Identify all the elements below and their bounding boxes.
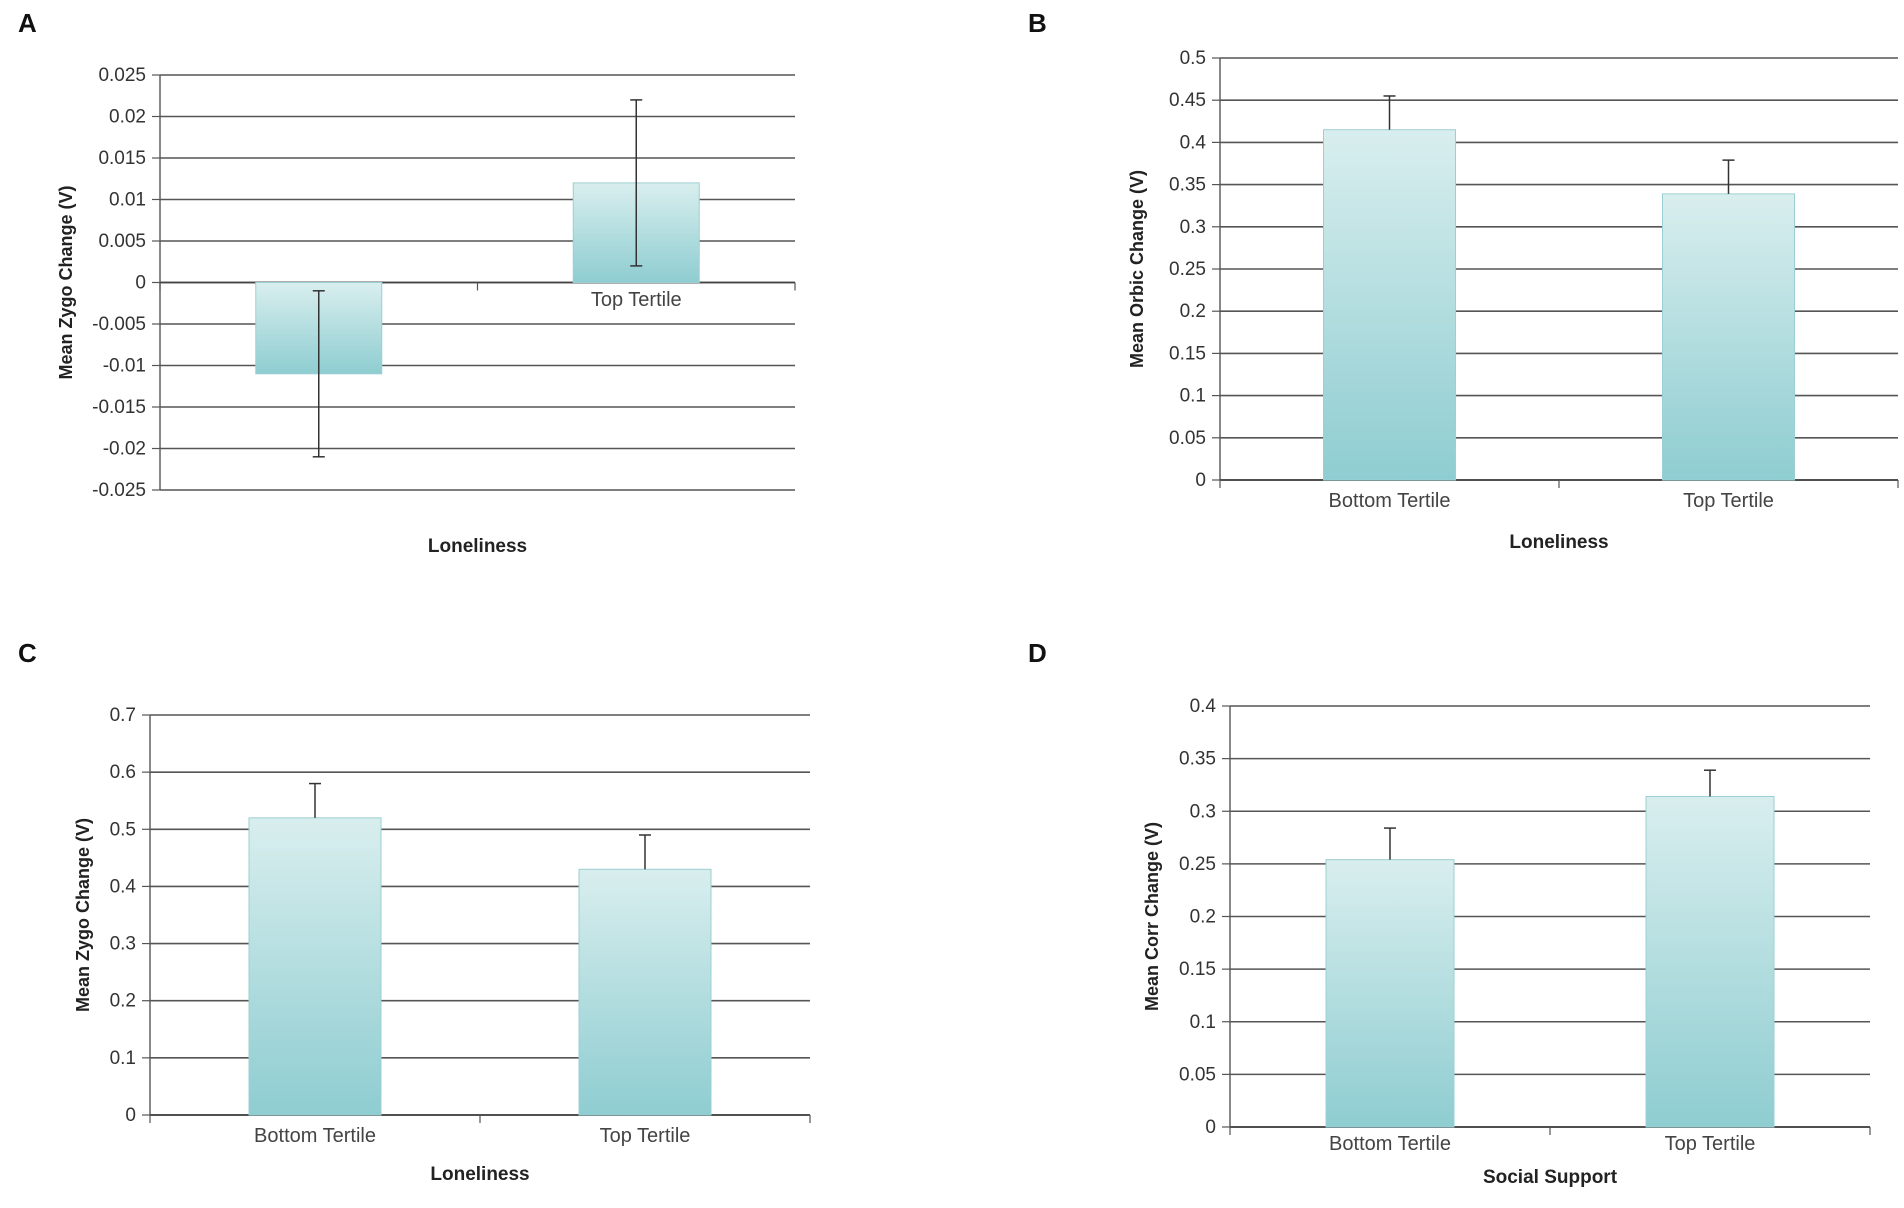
panel-letter-a: A — [18, 8, 37, 38]
category-label: Top Tertile — [600, 1125, 691, 1147]
y-tick-label: 0.3 — [1190, 801, 1216, 822]
x-axis-label: Loneliness — [430, 1164, 529, 1185]
category-label: Bottom Tertile — [1329, 490, 1451, 512]
y-tick-label: 0.01 — [109, 190, 146, 211]
panel-letter-b: B — [1028, 8, 1047, 38]
bar — [1645, 796, 1775, 1128]
y-axis-label: Mean Zygo Change (V) — [56, 185, 76, 379]
category-label: Top Tertile — [1683, 490, 1774, 512]
y-tick-label: 0 — [135, 273, 146, 294]
y-tick-label: 0.35 — [1169, 175, 1206, 196]
bar — [578, 868, 712, 1116]
bar — [248, 817, 382, 1116]
y-tick-label: 0.2 — [1180, 301, 1206, 322]
x-axis-label: Loneliness — [1509, 532, 1608, 553]
x-axis-label: Loneliness — [428, 536, 527, 557]
y-tick-label: 0.5 — [110, 819, 136, 840]
y-tick-label: 0 — [1205, 1117, 1216, 1138]
panel-letter-c: C — [18, 638, 37, 668]
bar — [1325, 859, 1455, 1128]
y-tick-label: 0.4 — [1180, 132, 1207, 153]
y-tick-label: -0.005 — [92, 314, 146, 335]
category-label: Top Tertile — [591, 289, 682, 311]
y-tick-label: -0.01 — [103, 356, 146, 377]
y-tick-label: 0.025 — [98, 65, 146, 86]
y-tick-label: 0.2 — [1190, 907, 1216, 928]
y-tick-label: 0.25 — [1169, 259, 1206, 280]
y-tick-label: -0.02 — [103, 439, 146, 460]
y-tick-label: 0 — [1195, 470, 1206, 491]
y-tick-label: 0.3 — [1180, 217, 1206, 238]
y-axis-label: Mean Corr Change (V) — [1142, 822, 1162, 1011]
y-tick-label: 0.4 — [110, 876, 137, 897]
y-tick-label: 0.25 — [1179, 854, 1216, 875]
y-tick-label: 0.5 — [1180, 48, 1206, 69]
y-tick-label: 0.6 — [110, 762, 136, 783]
y-tick-label: 0.1 — [1180, 386, 1206, 407]
y-tick-label: 0.15 — [1179, 959, 1216, 980]
bar — [1323, 129, 1456, 481]
y-axis-label: Mean Zygo Change (V) — [73, 818, 93, 1012]
y-tick-label: 0.45 — [1169, 90, 1206, 111]
y-tick-label: 0.015 — [98, 148, 146, 169]
y-tick-label: 0.05 — [1179, 1064, 1216, 1085]
y-tick-label: 0.35 — [1179, 749, 1216, 770]
category-label: Bottom Tertile — [1329, 1133, 1451, 1155]
y-tick-label: 0.005 — [98, 231, 146, 252]
y-tick-label: 0 — [125, 1105, 136, 1126]
category-label: Top Tertile — [1665, 1133, 1756, 1155]
y-tick-label: -0.015 — [92, 397, 146, 418]
y-tick-label: 0.7 — [110, 705, 136, 726]
y-tick-label: -0.025 — [92, 480, 146, 501]
x-axis-label: Social Support — [1483, 1167, 1618, 1188]
y-tick-label: 0.15 — [1169, 343, 1206, 364]
y-tick-label: 0.1 — [110, 1048, 136, 1069]
y-tick-label: 0.02 — [109, 107, 146, 128]
y-tick-label: 0.3 — [110, 934, 136, 955]
y-tick-label: 0.2 — [110, 991, 136, 1012]
y-axis-label: Mean Orbic Change (V) — [1127, 170, 1147, 368]
y-tick-label: 0.4 — [1190, 696, 1217, 717]
y-tick-label: 0.1 — [1190, 1012, 1216, 1033]
category-label: Bottom Tertile — [254, 1125, 376, 1147]
panel-letter-d: D — [1028, 638, 1047, 668]
bar — [1662, 193, 1795, 481]
y-tick-label: 0.05 — [1169, 428, 1206, 449]
